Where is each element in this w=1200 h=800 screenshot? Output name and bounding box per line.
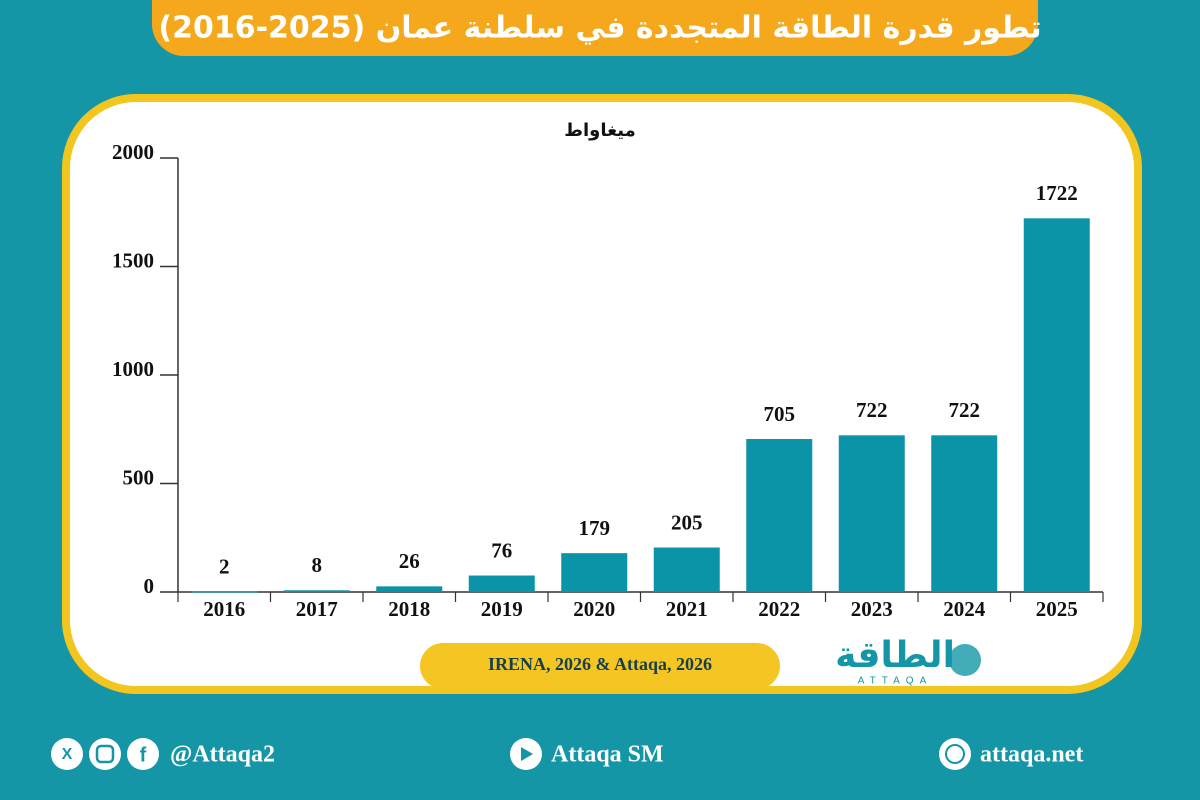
logo-sub: ATTAQA xyxy=(858,676,933,687)
value-label: 2 xyxy=(219,554,230,578)
source: IRENA, 2026 & Attaqa, 2026 xyxy=(488,654,712,674)
x-tick-label: 2021 xyxy=(666,597,708,621)
bar xyxy=(191,591,258,593)
bar xyxy=(376,586,443,592)
x-tick-label: 2024 xyxy=(943,597,986,621)
title-banner xyxy=(152,0,1038,56)
logo-icon xyxy=(949,644,981,676)
y-tick-label: 1500 xyxy=(112,248,154,272)
instagram-icon xyxy=(89,738,121,770)
plot: 0 500 1000 1500 2000 2016 2 2017 8 2018 26 2019 76 20… xyxy=(112,140,1104,621)
icon-glyph xyxy=(945,744,965,764)
x-tick-label: 2019 xyxy=(481,597,523,621)
y-tick-label: 1000 xyxy=(112,357,154,381)
x-tick-label: 2017 xyxy=(296,597,338,621)
footer-youtube: Attaqa SM xyxy=(551,742,664,768)
x-tick-label: 2016 xyxy=(203,597,245,621)
bar xyxy=(468,575,535,592)
bar xyxy=(561,553,628,592)
value-label: 26 xyxy=(399,549,420,573)
source-pill xyxy=(420,643,780,689)
web-icon xyxy=(939,738,971,770)
bar xyxy=(931,435,998,592)
y-tick-label: 0 xyxy=(144,574,155,598)
bar xyxy=(746,439,813,592)
icon-glyph: f xyxy=(140,744,147,766)
icon-glyph xyxy=(521,747,533,761)
logo-text: الطاقة xyxy=(835,635,955,676)
x-tick-label: 2023 xyxy=(851,597,893,621)
bar xyxy=(653,547,720,592)
icon-glyph: X xyxy=(62,746,73,763)
x-tick-label: 2022 xyxy=(758,597,800,621)
value-label: 722 xyxy=(949,398,981,422)
x-tick-label: 2018 xyxy=(388,597,430,621)
x-icon xyxy=(51,738,83,770)
value-label: 705 xyxy=(764,402,796,426)
bar xyxy=(1023,218,1090,593)
bar xyxy=(838,435,905,592)
value-label: 179 xyxy=(579,516,611,540)
value-label: 8 xyxy=(312,553,323,577)
y-tick-label: 2000 xyxy=(112,140,154,164)
x-tick-label: 2020 xyxy=(573,597,615,621)
value-label: 722 xyxy=(856,398,888,422)
value-label: 205 xyxy=(671,510,703,534)
y-axis-title: ميغاواط xyxy=(564,120,635,141)
value-label: 76 xyxy=(491,538,512,562)
footer-social: @Attaqa2 xyxy=(170,742,275,768)
bar xyxy=(283,590,350,592)
chart-title: تطور قدرة الطاقة المتجددة في سلطنة عمان … xyxy=(158,11,1041,46)
facebook-icon xyxy=(127,738,159,770)
value-label: 1722 xyxy=(1036,181,1078,205)
footer-website: attaqa.net xyxy=(980,742,1083,768)
y-tick-label: 500 xyxy=(123,465,155,489)
icon-glyph xyxy=(95,744,115,764)
x-tick-label: 2025 xyxy=(1036,597,1078,621)
icon-glyphs: X f xyxy=(62,744,965,766)
